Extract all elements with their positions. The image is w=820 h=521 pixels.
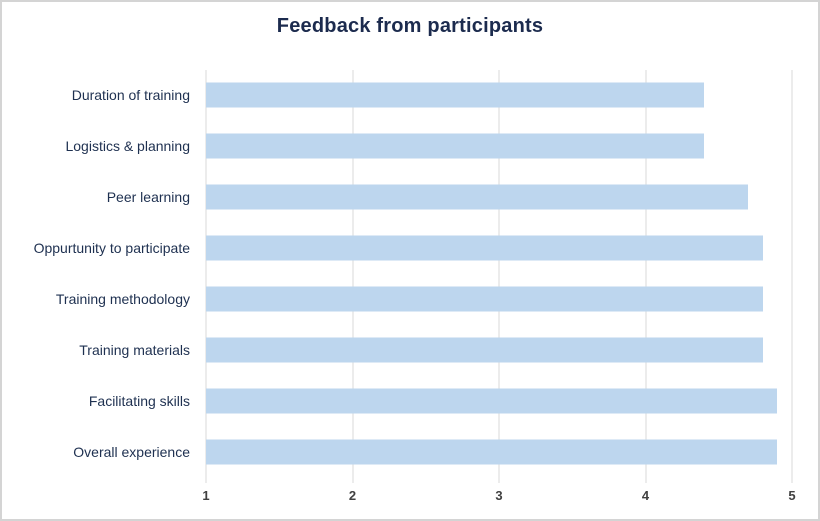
x-tick-label: 1 (202, 488, 210, 503)
bar (206, 286, 763, 312)
gridline (498, 70, 500, 483)
plot-area (205, 70, 793, 483)
x-tick-label: 3 (495, 488, 503, 503)
gridline (791, 70, 793, 483)
category-label: Training materials (79, 341, 190, 358)
bars-layer (206, 70, 792, 477)
grid-layer (205, 70, 793, 483)
value-axis: 1 2 3 4 5 (202, 485, 796, 507)
bar (206, 439, 778, 465)
gridline (205, 70, 207, 483)
bar (206, 235, 763, 261)
bar (206, 133, 705, 159)
gridline (645, 70, 646, 483)
category-label: Overall experience (73, 443, 190, 460)
category-label: Peer learning (106, 189, 190, 206)
x-tick-label: 4 (641, 488, 650, 503)
x-tick-label: 5 (788, 488, 796, 503)
bar (206, 337, 763, 363)
bar (206, 82, 705, 108)
category-label: Logistics & planning (65, 138, 190, 155)
chart-title: Feedback from participants (276, 15, 544, 37)
category-label: Oppurtunity to participate (33, 240, 190, 257)
category-axis: Duration of training Logistics & planning… (2, 70, 197, 477)
bar (206, 184, 749, 210)
category-label: Facilitating skills (88, 392, 190, 409)
category-label: Duration of training (71, 87, 190, 104)
bar (206, 388, 778, 414)
x-tick-label: 2 (348, 488, 357, 503)
gridline (352, 70, 353, 483)
category-label: Training methodology (55, 290, 190, 307)
